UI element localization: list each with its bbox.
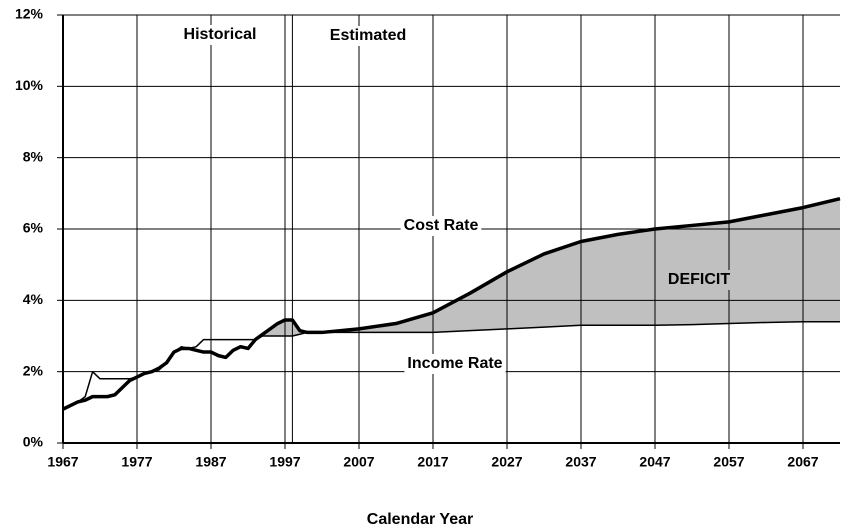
annotation: Cost Rate: [404, 217, 479, 234]
series-line: [62, 320, 840, 410]
annotation-bg: [326, 26, 410, 46]
annotation-bg: [664, 270, 734, 290]
x-tick-label: 2007: [343, 454, 374, 470]
annotation-bg: [400, 216, 482, 236]
x-tick-label: 2067: [787, 454, 818, 470]
y-tick-label: 2%: [23, 362, 44, 378]
x-tick-label: 2027: [491, 454, 522, 470]
annotation: Historical: [184, 26, 257, 43]
annotation: Income Rate: [407, 355, 502, 372]
annotation: DEFICIT: [668, 271, 730, 288]
income-area-mask: [63, 321, 840, 443]
x-tick-label: 2057: [713, 454, 744, 470]
x-tick-label: 2017: [417, 454, 448, 470]
y-tick-label: 12%: [15, 6, 44, 22]
x-axis-label: Calendar Year: [367, 511, 473, 528]
y-tick-label: 4%: [23, 291, 44, 307]
y-tick-label: 10%: [15, 77, 44, 93]
annotation: Estimated: [330, 27, 406, 44]
y-tick-label: 0%: [23, 434, 44, 450]
x-tick-label: 1977: [121, 454, 152, 470]
x-tick-label: 1997: [269, 454, 300, 470]
annotation-bg: [180, 25, 260, 45]
x-tick-label: 1967: [47, 454, 78, 470]
y-tick-label: 8%: [23, 148, 44, 164]
x-tick-label: 2047: [639, 454, 670, 470]
annotation-bg: [404, 354, 506, 374]
series-line: [62, 196, 841, 411]
y-tick-label: 6%: [23, 220, 44, 236]
x-tick-label: 1987: [195, 454, 226, 470]
x-tick-label: 2037: [565, 454, 596, 470]
